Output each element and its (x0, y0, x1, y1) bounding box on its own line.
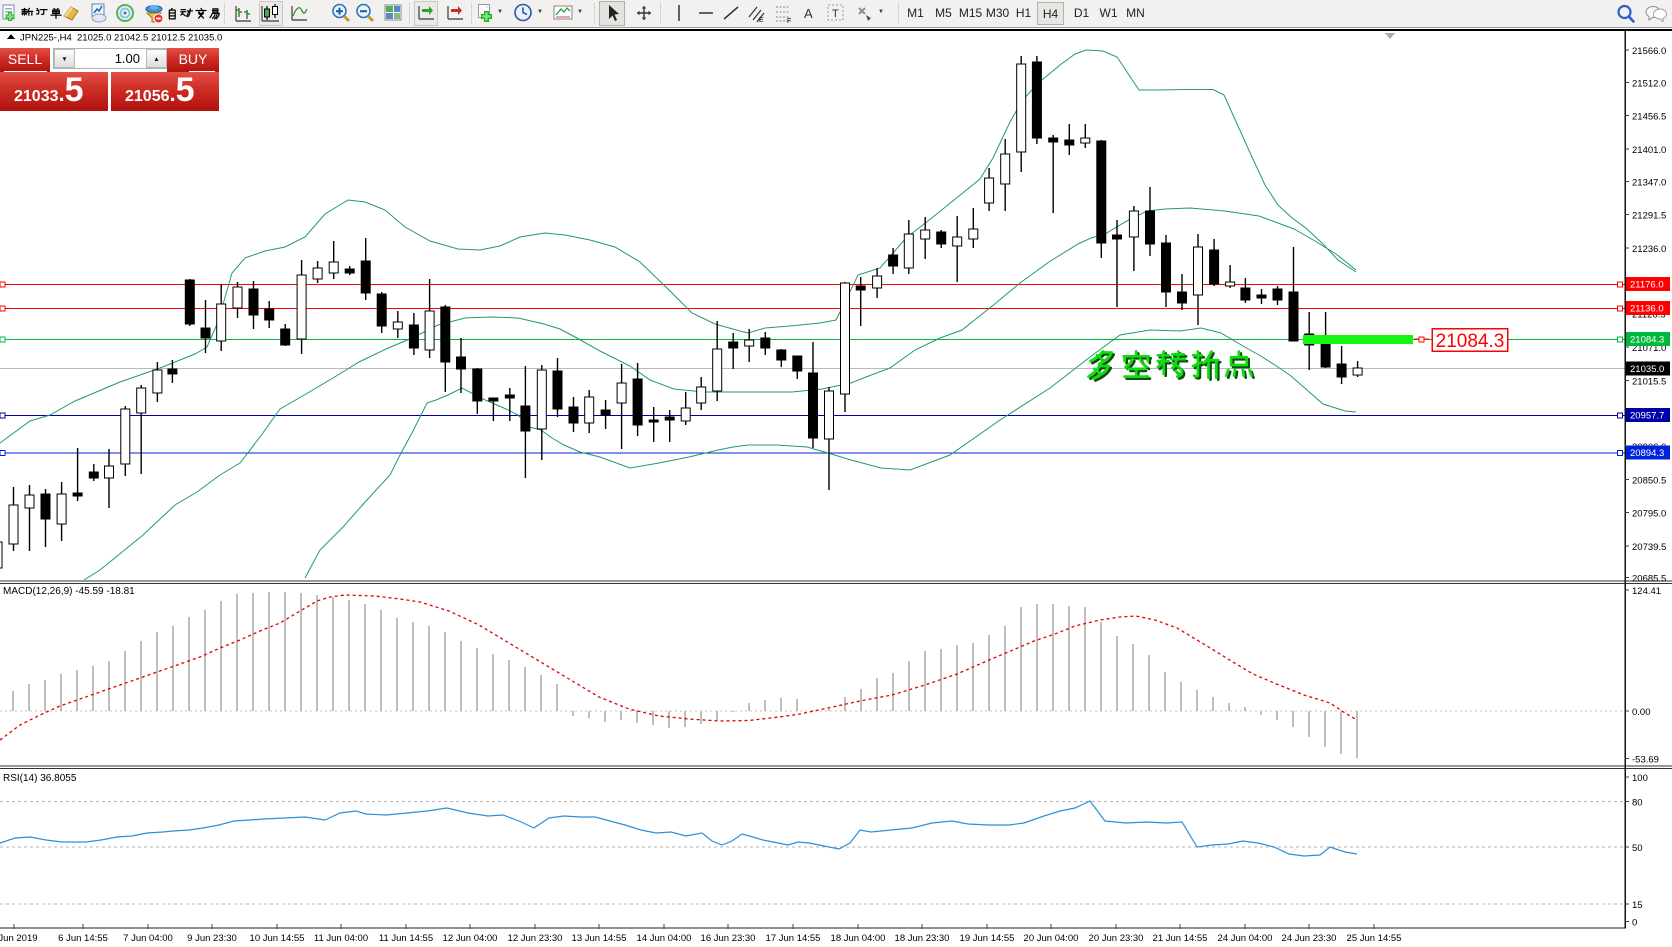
svg-text:17 Jun 14:55: 17 Jun 14:55 (766, 933, 821, 944)
svg-text:20685.5: 20685.5 (1632, 573, 1666, 584)
svg-text:6 Jun 14:55: 6 Jun 14:55 (58, 933, 108, 944)
svg-text:24 Jun 23:30: 24 Jun 23:30 (1282, 933, 1337, 944)
svg-text:12 Jun 23:30: 12 Jun 23:30 (508, 933, 563, 944)
svg-text:5 Jun 2019: 5 Jun 2019 (0, 933, 38, 944)
svg-text:15: 15 (1632, 900, 1643, 911)
svg-text:20795.0: 20795.0 (1632, 509, 1666, 520)
svg-text:21456.5: 21456.5 (1632, 112, 1666, 123)
svg-text:E: E (759, 17, 764, 24)
svg-text:21136.0: 21136.0 (1630, 304, 1664, 315)
svg-text:18 Jun 04:00: 18 Jun 04:00 (831, 933, 886, 944)
svg-text:21084.3: 21084.3 (1436, 331, 1505, 352)
svg-text:21071.0: 21071.0 (1632, 343, 1666, 354)
svg-text:12 Jun 04:00: 12 Jun 04:00 (443, 933, 498, 944)
svg-text:21512.0: 21512.0 (1632, 78, 1666, 89)
svg-text:124.41: 124.41 (1632, 586, 1661, 597)
svg-text:25 Jun 14:55: 25 Jun 14:55 (1347, 933, 1402, 944)
svg-text:80: 80 (1632, 798, 1643, 809)
svg-text:21401.0: 21401.0 (1632, 145, 1666, 156)
svg-text:20957.7: 20957.7 (1630, 411, 1664, 422)
svg-text:20850.5: 20850.5 (1632, 475, 1666, 486)
svg-text:20739.5: 20739.5 (1632, 542, 1666, 553)
svg-text:7 Jun 04:00: 7 Jun 04:00 (123, 933, 173, 944)
svg-text:13 Jun 14:55: 13 Jun 14:55 (572, 933, 627, 944)
svg-text:24 Jun 04:00: 24 Jun 04:00 (1218, 933, 1273, 944)
svg-text:21347.0: 21347.0 (1632, 177, 1666, 188)
svg-text:19 Jun 14:55: 19 Jun 14:55 (960, 933, 1015, 944)
svg-text:21291.5: 21291.5 (1632, 211, 1666, 222)
svg-text:0.00: 0.00 (1632, 707, 1651, 718)
svg-text:21015.5: 21015.5 (1632, 376, 1666, 387)
svg-text:18 Jun 23:30: 18 Jun 23:30 (895, 933, 950, 944)
svg-text:9 Jun 23:30: 9 Jun 23:30 (187, 933, 237, 944)
svg-text:21035.0: 21035.0 (1630, 364, 1664, 375)
svg-text:F: F (787, 18, 791, 24)
svg-text:11 Jun 04:00: 11 Jun 04:00 (314, 933, 368, 944)
svg-text:100: 100 (1632, 773, 1648, 784)
svg-text:21084.3: 21084.3 (1630, 335, 1664, 346)
svg-text:T: T (832, 8, 839, 20)
svg-text:10 Jun 14:55: 10 Jun 14:55 (250, 933, 305, 944)
svg-text:-53.69: -53.69 (1632, 755, 1659, 766)
svg-text:21 Jun 14:55: 21 Jun 14:55 (1153, 933, 1208, 944)
svg-text:16 Jun 23:30: 16 Jun 23:30 (701, 933, 756, 944)
svg-text:20 Jun 23:30: 20 Jun 23:30 (1089, 933, 1144, 944)
svg-text:11 Jun 14:55: 11 Jun 14:55 (379, 933, 433, 944)
svg-text:14 Jun 04:00: 14 Jun 04:00 (637, 933, 692, 944)
svg-text:21176.0: 21176.0 (1630, 280, 1664, 291)
svg-text:50: 50 (1632, 843, 1643, 854)
svg-text:21566.0: 21566.0 (1632, 46, 1666, 57)
svg-text:0: 0 (1632, 918, 1637, 929)
svg-text:21126.5: 21126.5 (1632, 310, 1666, 321)
svg-text:JPN225-,H4 21025.0 21042.5 21: JPN225-,H4 21025.0 21042.5 21012.5 21035… (20, 33, 222, 44)
svg-text:MACD(12,26,9) -45.59 -18.81: MACD(12,26,9) -45.59 -18.81 (3, 586, 135, 597)
svg-text:21236.0: 21236.0 (1632, 244, 1666, 255)
svg-text:20 Jun 04:00: 20 Jun 04:00 (1024, 933, 1079, 944)
svg-text:20894.3: 20894.3 (1630, 448, 1664, 459)
svg-text:RSI(14) 36.8055: RSI(14) 36.8055 (3, 773, 77, 784)
